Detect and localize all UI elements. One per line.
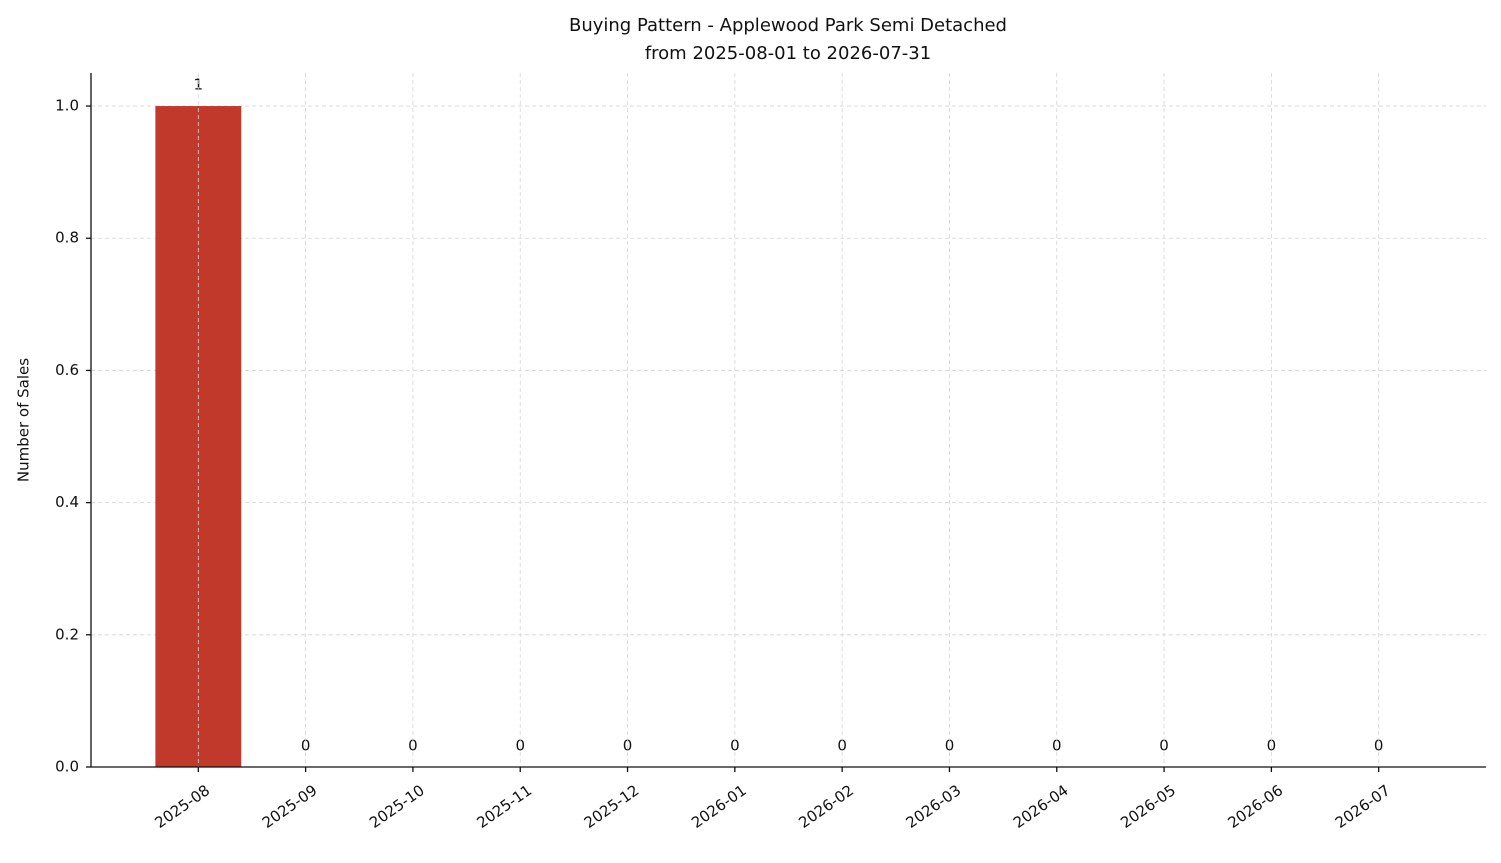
- y-tick-label: 0.6: [55, 361, 79, 379]
- x-tick-label: 2026-05: [1117, 781, 1179, 832]
- x-tick-label: 2025-11: [473, 781, 535, 832]
- x-tick-label: 2026-01: [688, 781, 750, 832]
- y-tick-label: 0.8: [55, 229, 79, 247]
- chart-title: Buying Pattern - Applewood Park Semi Det…: [569, 15, 1007, 36]
- x-tick-label: 2025-10: [366, 781, 428, 832]
- y-axis-label: Number of Sales: [15, 358, 33, 482]
- y-tick-label: 1.0: [55, 97, 79, 115]
- chart-subtitle: from 2025-08-01 to 2026-07-31: [645, 43, 931, 64]
- x-tick-label: 2026-03: [903, 781, 965, 832]
- value-label: 1: [194, 76, 204, 94]
- y-tick-label: 0.4: [55, 493, 79, 511]
- x-tick-label: 2025-12: [581, 781, 643, 832]
- x-tick-label: 2026-06: [1225, 781, 1287, 832]
- y-tick-label: 0.2: [55, 625, 79, 643]
- x-tick-label: 2025-08: [152, 781, 214, 832]
- x-tick-label: 2026-04: [1010, 781, 1072, 832]
- bar: [155, 106, 242, 768]
- x-tick-label: 2026-07: [1332, 781, 1394, 832]
- y-tick-label: 0.0: [55, 758, 79, 776]
- x-tick-label: 2025-09: [259, 781, 321, 832]
- x-tick-label: 2026-02: [795, 781, 857, 832]
